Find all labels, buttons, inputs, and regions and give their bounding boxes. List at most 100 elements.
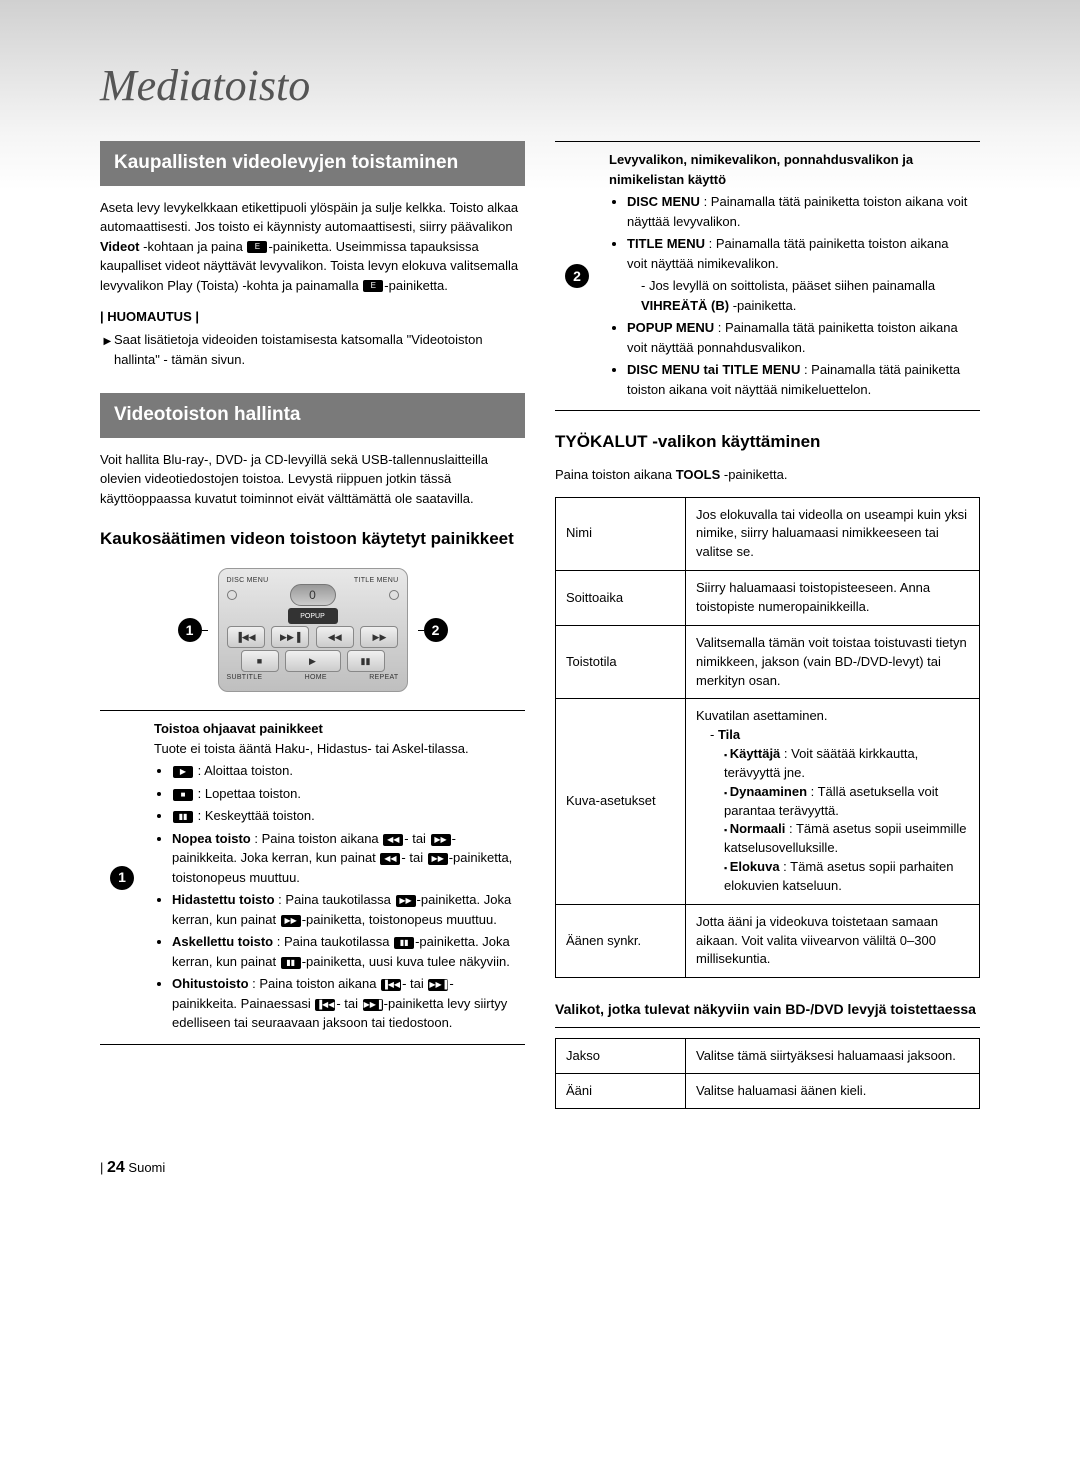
stop-icon: ■ xyxy=(173,789,193,801)
rew-icon: ◀◀ xyxy=(383,834,403,846)
b-title-sub: Jos levyllä on soittolista, pääset siihe… xyxy=(641,276,970,315)
next-icon: ▶▶▐ xyxy=(363,999,383,1011)
row2-content: Levyvalikon, nimikevalikon, ponnahdusval… xyxy=(599,142,980,411)
remote-pause-btn: ▮▮ xyxy=(347,650,385,672)
rew-icon: ◀◀ xyxy=(380,853,400,865)
section-heading-1: Kaupallisten videolevyjen toistaminen xyxy=(100,141,525,186)
remote-subtitle-label: SUBTITLE xyxy=(227,674,263,681)
tila-dynaaminen: Dynaaminen : Tällä asetuksella voit para… xyxy=(724,783,969,821)
tools-row-nimi: Nimi Jos elokuvalla tai videolla on usea… xyxy=(556,497,980,571)
row2-num: 2 xyxy=(565,264,589,288)
page-number: 24 xyxy=(107,1159,125,1176)
tools-r-3: Valitsemalla tämän voit toistaa toistuva… xyxy=(686,625,980,699)
tbl1-intro: Tuote ei toista ääntä Haku-, Hidastus- t… xyxy=(154,739,515,759)
remote-home-label: HOME xyxy=(305,674,327,681)
tools-r-2: Siirry haluamaasi toistopisteeseen. Anna… xyxy=(686,571,980,626)
sec1-txt-d: -painiketta. xyxy=(384,278,448,293)
remote-ff-btn: ▶▶ xyxy=(360,626,398,648)
bullet-slow: Hidastettu toisto : Paina taukotilassa ▶… xyxy=(172,890,515,929)
remote-prev-btn: ▐◀◀ xyxy=(227,626,265,648)
tools-r-4: Kuvatilan asettaminen. Tila Käyttäjä : V… xyxy=(686,699,980,904)
prev-icon: ▐◀◀ xyxy=(381,979,401,991)
tools-row-toistotila: Toistotila Valitsemalla tämän voit toist… xyxy=(556,625,980,699)
section-heading-2: Videotoiston hallinta xyxy=(100,393,525,438)
playback-controls-table: 1 Toistoa ohjaavat painikkeet Tuote ei t… xyxy=(100,710,525,1045)
callout-1: 1 xyxy=(178,618,202,642)
ff-icon: ▶▶ xyxy=(428,853,448,865)
tools-table: Nimi Jos elokuvalla tai videolla on usea… xyxy=(555,497,980,979)
remote-title-menu-label: TITLE MENU xyxy=(354,577,399,584)
ff-icon: ▶▶ xyxy=(431,834,451,846)
ff-icon: ▶▶ xyxy=(396,895,416,907)
bullet-skip: Ohitustoisto : Paina toiston aikana ▐◀◀-… xyxy=(172,974,515,1033)
remote-diagram: 1 DISC MENU TITLE MENU 0 POPU xyxy=(100,568,525,692)
tools-r-1: Jos elokuvalla tai videolla on useampi k… xyxy=(686,497,980,571)
tools-intro: Paina toiston aikana TOOLS -painiketta. xyxy=(555,465,980,485)
remote-subhead: Kaukosäätimen videon toistoon käytetyt p… xyxy=(100,528,525,550)
b-disc-menu: DISC MENU : Painamalla tätä painiketta t… xyxy=(627,192,970,231)
tila-elokuva: Elokuva : Tämä asetus sopii parhaiten el… xyxy=(724,858,969,896)
left-column: Kaupallisten videolevyjen toistaminen As… xyxy=(100,141,525,1109)
row1-content: Toistoa ohjaavat painikkeet Tuote ei toi… xyxy=(144,711,525,1045)
sec1-bold-videot: Videot xyxy=(100,239,140,254)
sec1-txt-a: Aseta levy levykelkkaan etikettipuoli yl… xyxy=(100,200,518,235)
bd-dvd-table: Jakso Valitse tämä siirtyäksesi haluamaa… xyxy=(555,1038,980,1109)
bullet-pause: ▮▮ : Keskeyttää toiston. xyxy=(172,806,515,826)
tools-row-aanen: Äänen synkr. Jotta ääni ja videokuva toi… xyxy=(556,904,980,978)
bullet-fast: Nopea toisto : Paina toiston aikana ◀◀- … xyxy=(172,829,515,888)
bullet-play: ▶ : Aloittaa toiston. xyxy=(172,761,515,781)
sec2-body: Voit hallita Blu-ray-, DVD- ja CD-levyil… xyxy=(100,450,525,509)
bullet-step: Askellettu toisto : Paina taukotilassa ▮… xyxy=(172,932,515,971)
bd-dvd-subhead: Valikot, jotka tulevat näkyviin vain BD-… xyxy=(555,998,980,1027)
tbl1-title: Toistoa ohjaavat painikkeet xyxy=(154,719,515,739)
sec1-body: Aseta levy levykelkkaan etikettipuoli yl… xyxy=(100,198,525,296)
tools-l-5: Äänen synkr. xyxy=(556,904,686,978)
ff-icon: ▶▶ xyxy=(281,915,301,927)
tila-kayttaja: Käyttäjä : Voit säätää kirkkautta, teräv… xyxy=(724,745,969,783)
remote-graphic: DISC MENU TITLE MENU 0 POPUP ▐◀◀ ▶▶▐ xyxy=(218,568,408,692)
tbl2-title: Levyvalikon, nimikevalikon, ponnahdusval… xyxy=(609,150,970,189)
prev-icon: ▐◀◀ xyxy=(315,999,335,1011)
footer: | 24 Suomi xyxy=(100,1159,980,1177)
next-icon: ▶▶▐ xyxy=(428,979,448,991)
b-title-menu: TITLE MENU : Painamalla tätä painiketta … xyxy=(627,234,970,315)
small-row-jakso: Jakso Valitse tämä siirtyäksesi haluamaa… xyxy=(556,1038,980,1073)
b-popup-menu: POPUP MENU : Painamalla tätä painiketta … xyxy=(627,318,970,357)
tools-l-3: Toistotila xyxy=(556,625,686,699)
note-item: Saat lisätietoja videoiden toistamisesta… xyxy=(114,330,525,369)
small-r-1: Valitse tämä siirtyäksesi haluamaasi jak… xyxy=(686,1038,980,1073)
tools-r-5: Jotta ääni ja videokuva toistetaan samaa… xyxy=(686,904,980,978)
footer-lang: Suomi xyxy=(128,1160,165,1175)
small-l-2: Ääni xyxy=(556,1073,686,1108)
remote-repeat-label: REPEAT xyxy=(369,674,398,681)
sec1-txt-b: -kohtaan ja paina xyxy=(140,239,247,254)
remote-play-btn: ▶ xyxy=(285,650,341,672)
b-disc-title-menu: DISC MENU tai TITLE MENU : Painamalla tä… xyxy=(627,360,970,399)
tools-row-kuva: Kuva-asetukset Kuvatilan asettaminen. Ti… xyxy=(556,699,980,904)
menu-controls-table: 2 Levyvalikon, nimikevalikon, ponnahdusv… xyxy=(555,141,980,411)
pause-icon: ▮▮ xyxy=(281,957,301,969)
enter-icon: E xyxy=(247,241,267,253)
right-column: 2 Levyvalikon, nimikevalikon, ponnahdusv… xyxy=(555,141,980,1109)
remote-next-btn: ▶▶▐ xyxy=(271,626,309,648)
bullet-stop: ■ : Lopettaa toiston. xyxy=(172,784,515,804)
remote-disc-menu-label: DISC MENU xyxy=(227,577,269,584)
pause-icon: ▮▮ xyxy=(394,937,414,949)
remote-slot: 0 xyxy=(290,584,336,606)
tools-row-soittoaika: Soittoaika Siirry haluamaasi toistopiste… xyxy=(556,571,980,626)
enter-icon: E xyxy=(363,280,383,292)
tila-normaali: Normaali : Tämä asetus sopii useimmille … xyxy=(724,820,969,858)
page-title: Mediatoisto xyxy=(100,60,980,111)
remote-popup-label: POPUP xyxy=(288,608,338,624)
tools-l-2: Soittoaika xyxy=(556,571,686,626)
remote-rew-btn: ◀◀ xyxy=(316,626,354,648)
small-r-2: Valitse haluamasi äänen kieli. xyxy=(686,1073,980,1108)
play-icon: ▶ xyxy=(173,766,193,778)
tools-l-4: Kuva-asetukset xyxy=(556,699,686,904)
callout-2: 2 xyxy=(424,618,448,642)
tools-heading: TYÖKALUT -valikon käyttäminen xyxy=(555,431,980,453)
pause-icon: ▮▮ xyxy=(173,811,193,823)
row1-num: 1 xyxy=(110,866,134,890)
small-row-aani: Ääni Valitse haluamasi äänen kieli. xyxy=(556,1073,980,1108)
tila-item: Tila Käyttäjä : Voit säätää kirkkautta, … xyxy=(710,726,969,896)
